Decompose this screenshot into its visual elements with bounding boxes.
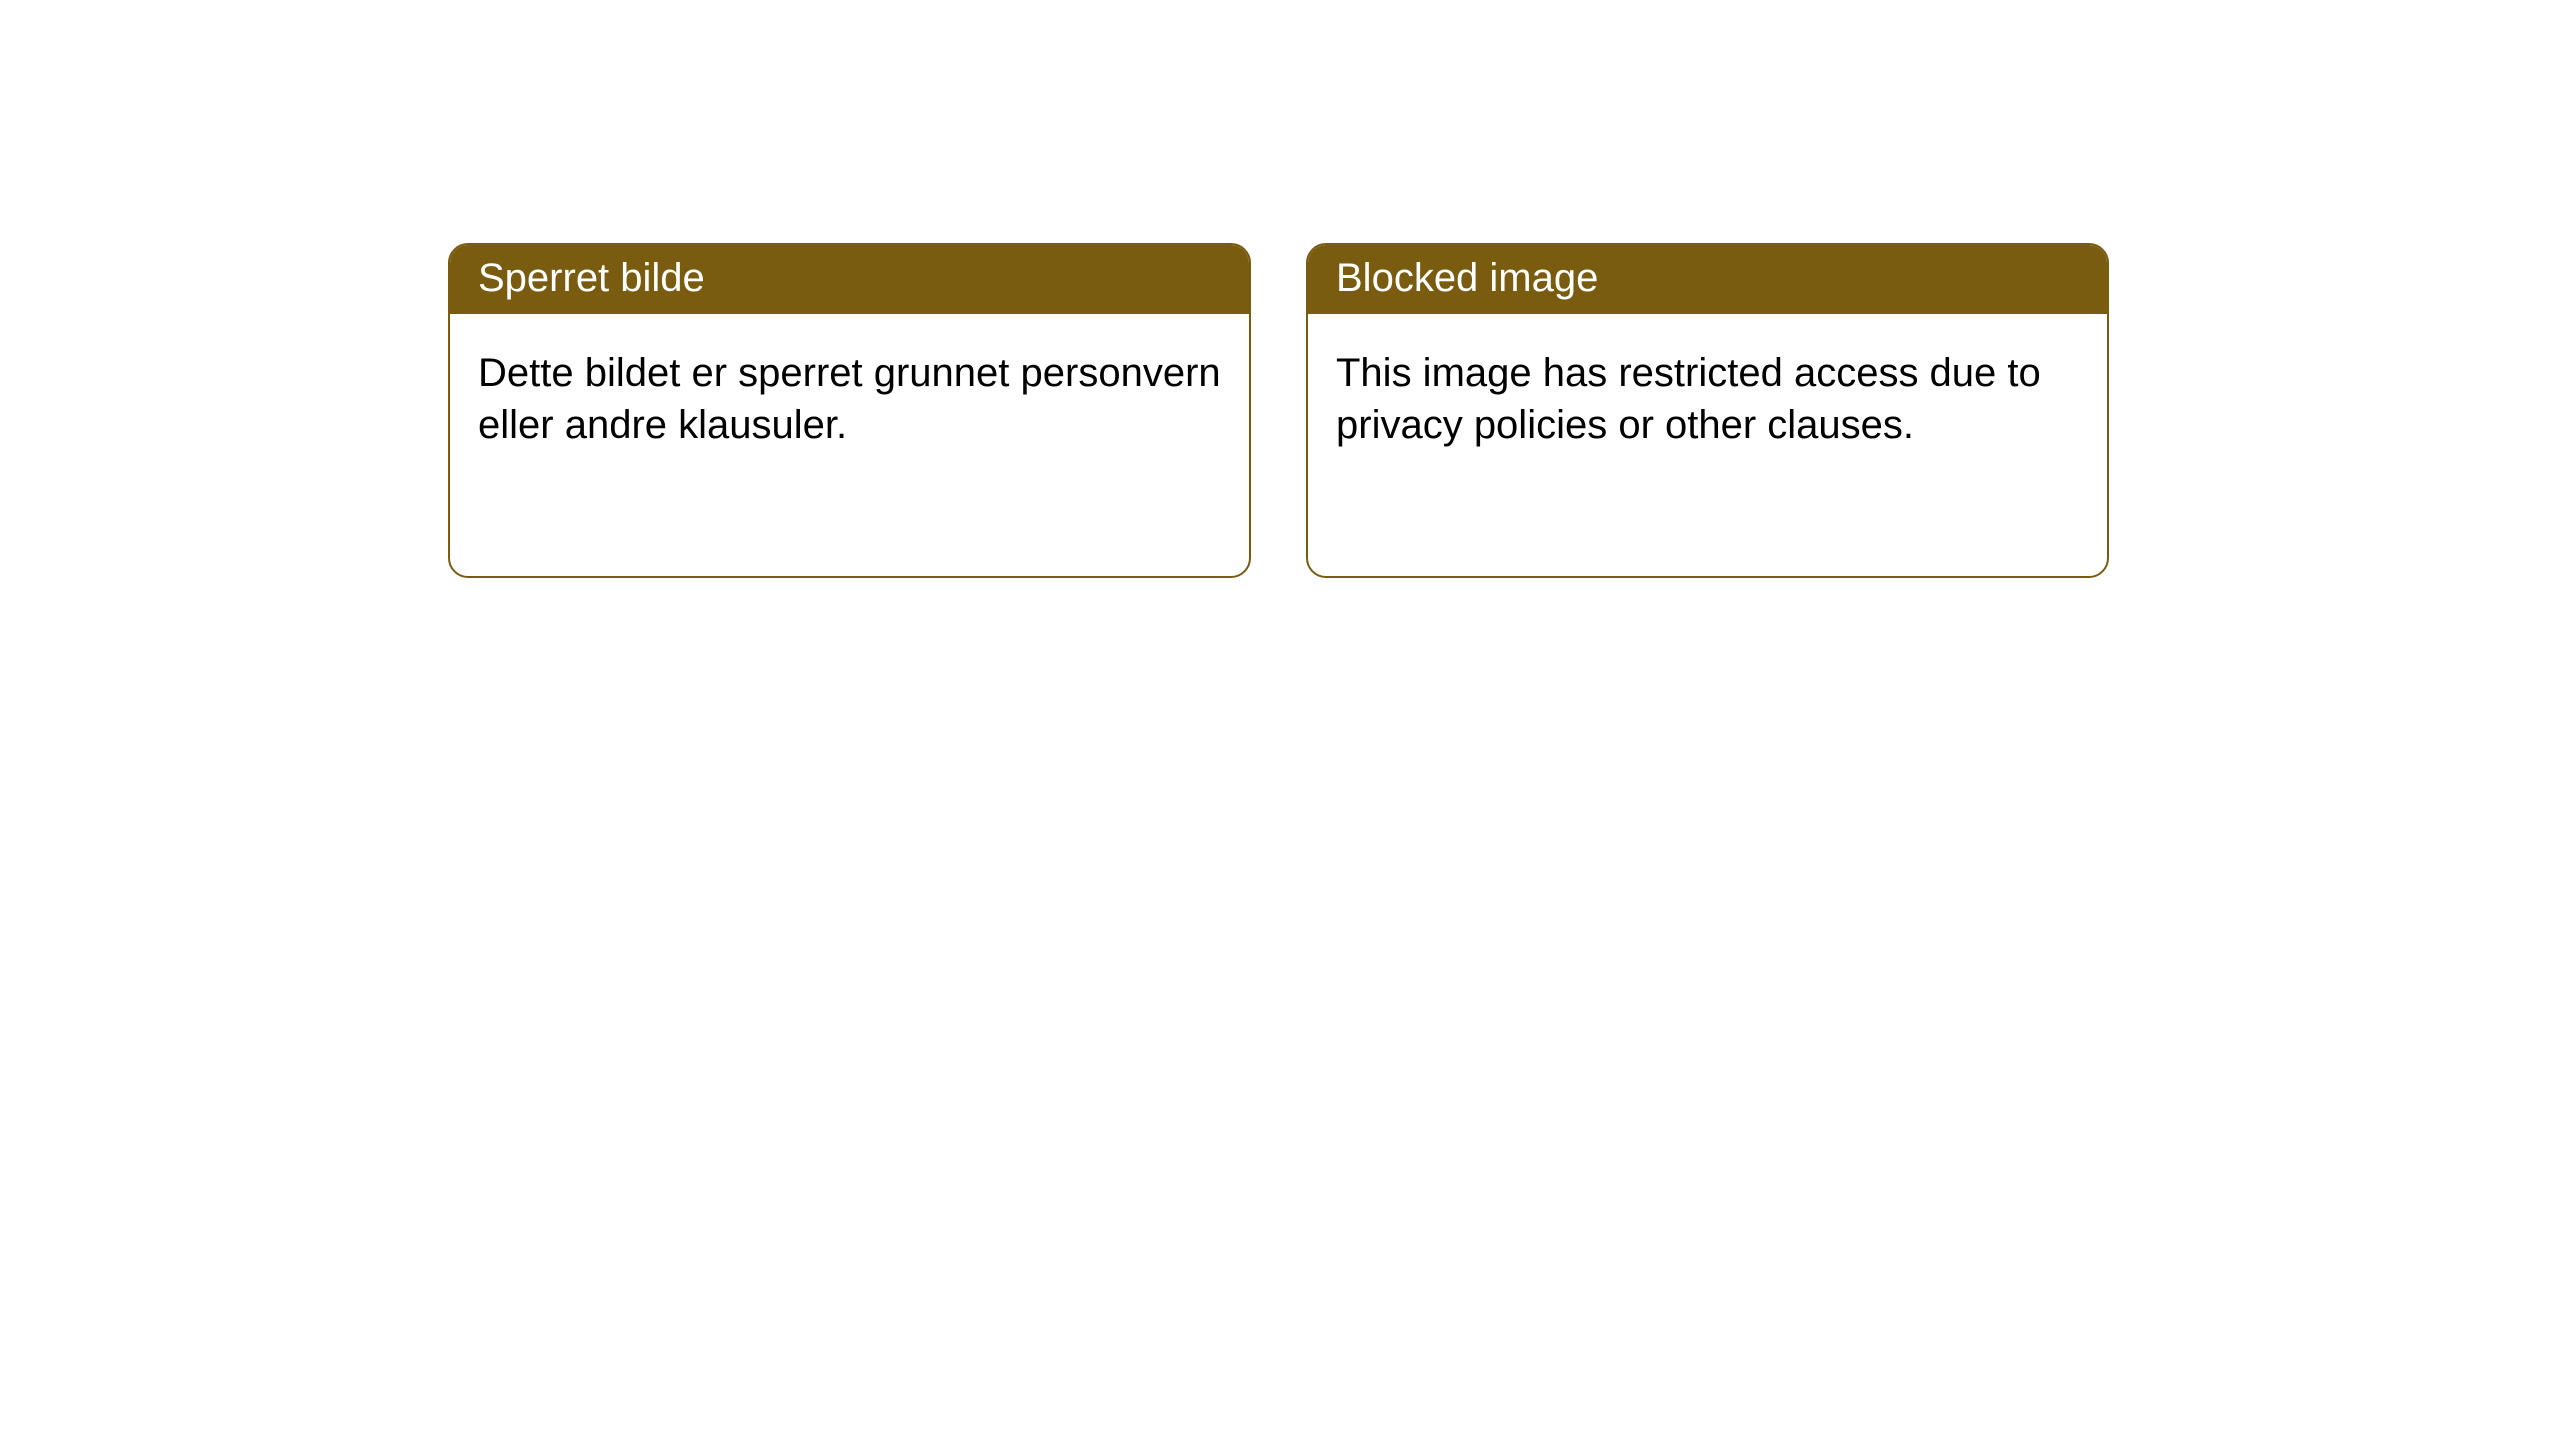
card-body-text: This image has restricted access due to … <box>1336 351 2041 447</box>
blocked-image-card-en: Blocked image This image has restricted … <box>1306 243 2109 578</box>
card-header: Blocked image <box>1308 245 2107 314</box>
notice-cards-container: Sperret bilde Dette bildet er sperret gr… <box>0 0 2560 578</box>
card-title: Sperret bilde <box>478 256 705 300</box>
card-header: Sperret bilde <box>450 245 1249 314</box>
blocked-image-card-no: Sperret bilde Dette bildet er sperret gr… <box>448 243 1251 578</box>
card-title: Blocked image <box>1336 256 1598 300</box>
card-body-text: Dette bildet er sperret grunnet personve… <box>478 351 1221 447</box>
card-body: Dette bildet er sperret grunnet personve… <box>450 314 1249 484</box>
card-body: This image has restricted access due to … <box>1308 314 2107 484</box>
